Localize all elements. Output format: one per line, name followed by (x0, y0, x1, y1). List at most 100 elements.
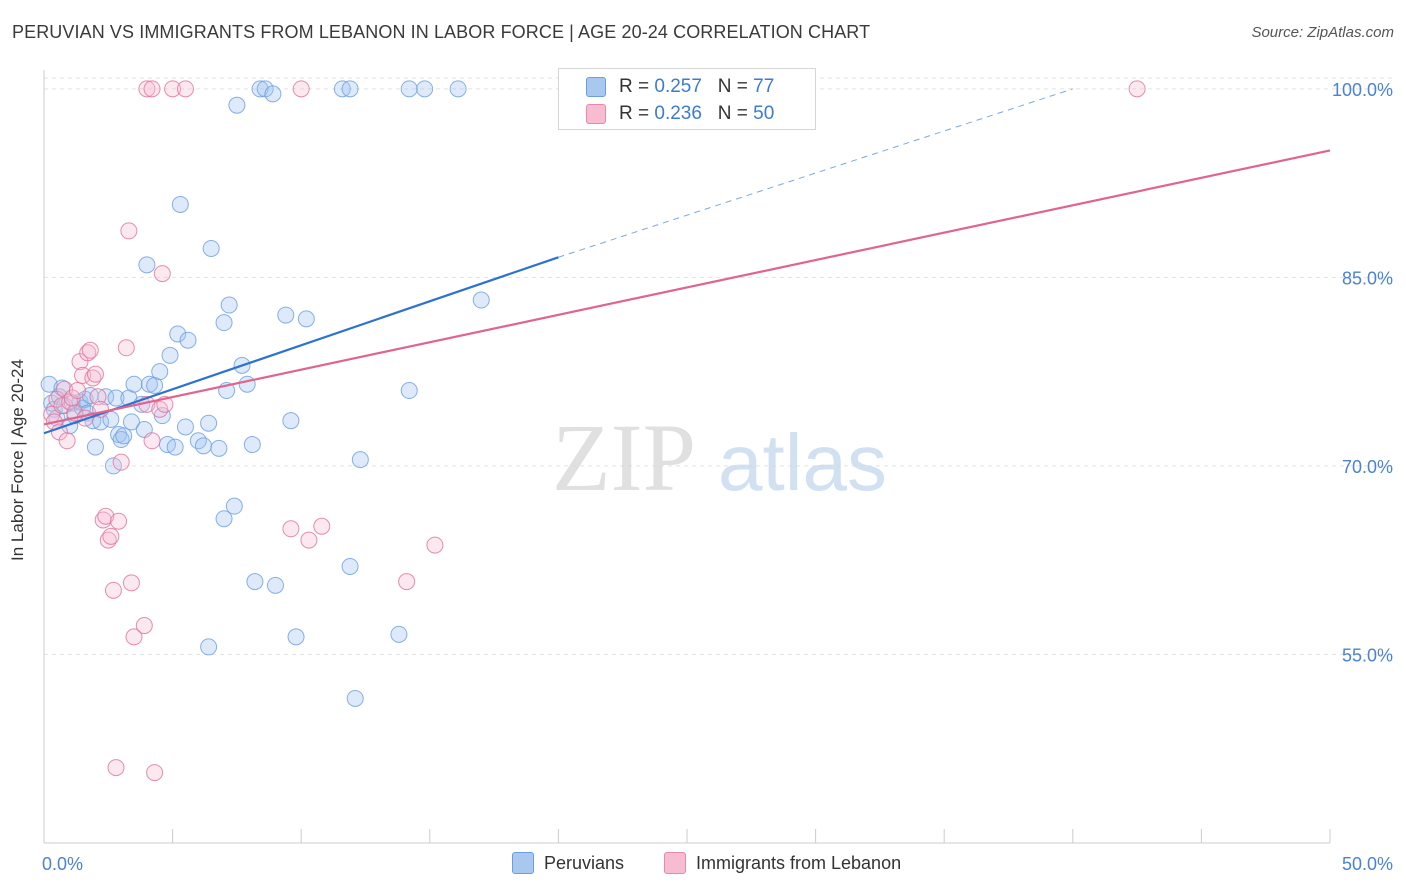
lebanon-point (112, 453, 130, 471)
peruvian-point (390, 625, 408, 643)
peruvian-point (104, 457, 122, 475)
y-tick-label: 85.0% (1342, 268, 1393, 288)
peruvian-point (122, 413, 140, 431)
peruvian-point (179, 331, 197, 349)
lebanon-trend-line (43, 149, 1331, 426)
lebanon-point (146, 764, 164, 782)
peruvian-point (40, 375, 58, 393)
peruvian-point (138, 256, 156, 274)
x-tick-label: 50.0% (1342, 854, 1393, 874)
peruvian-point (287, 628, 305, 646)
peruvian-point (215, 314, 233, 332)
x-tick-label: 0.0% (42, 854, 83, 874)
peruvian-point (341, 557, 359, 575)
n-value: 77 (753, 76, 775, 97)
legend-item-lebanon: Immigrants from Lebanon (664, 852, 901, 874)
lebanon-point (117, 339, 135, 357)
peruvian-point (189, 432, 207, 450)
peruvian-point (228, 96, 246, 114)
lebanon-point (398, 573, 416, 591)
peruvian-point (346, 689, 364, 707)
peruvian-point (341, 80, 359, 98)
source-label: Source: ZipAtlas.com (1251, 24, 1394, 41)
peruvian-point (210, 439, 228, 457)
y-tick-labels: 55.0% 70.0% 85.0% 100.0% (1332, 80, 1393, 666)
lebanon-swatch (586, 104, 606, 124)
peruvian-point (400, 80, 418, 98)
lebanon-point (153, 265, 171, 283)
peruvian-point (215, 510, 233, 528)
lebanon-point (292, 80, 310, 98)
legend-item-peruvians: Peruvians (512, 852, 624, 874)
lebanon-point (107, 759, 125, 777)
peruvian-point (86, 438, 104, 456)
lebanon-point (58, 432, 76, 450)
peruvian-point (351, 451, 369, 469)
peruvian-point (449, 80, 467, 98)
peruvian-point (161, 346, 179, 364)
peruvian-point (115, 427, 133, 445)
lebanon-point (143, 80, 161, 98)
peruvian-point (251, 80, 269, 98)
peruvian-point (151, 363, 169, 381)
lebanon-point (79, 344, 97, 362)
lebanon-point (74, 366, 92, 384)
chart-title: PERUVIAN VS IMMIGRANTS FROM LEBANON IN L… (12, 22, 871, 42)
lebanon-point (151, 400, 169, 418)
lebanon-point (138, 80, 156, 98)
lebanon-point (300, 531, 318, 549)
lebanon-point (102, 527, 120, 545)
lebanon-point (1128, 80, 1146, 98)
lebanon-point (89, 388, 107, 406)
data-points (40, 80, 1146, 782)
stats-text: R = 0.257 N = 77 (619, 76, 775, 97)
peruvian-point (171, 195, 189, 213)
lebanon-point (426, 536, 444, 554)
peruvian-point (169, 325, 187, 343)
peruvian-point (166, 438, 184, 456)
y-tick-label: 70.0% (1342, 457, 1393, 477)
stats-legend: R = 0.257 N = 77 R = 0.236 N = 50 (558, 68, 816, 130)
peruvian-point (246, 573, 264, 591)
lebanon-point (122, 574, 140, 592)
x-tick-labels: 0.0% 50.0% (42, 854, 1393, 874)
peruvian-point (200, 638, 218, 656)
peruvian-point (202, 239, 220, 257)
peruvian-point (243, 436, 261, 454)
peruvian-point (400, 382, 418, 400)
peruvian-point (264, 85, 282, 103)
peruvian-point (194, 437, 212, 455)
peruvian-point (238, 375, 256, 393)
peruvian-point (107, 389, 125, 407)
watermark-zip: ZIP (552, 404, 696, 511)
peruvians-legend-swatch (512, 852, 534, 874)
axes (43, 70, 1331, 844)
lebanon-point (176, 80, 194, 98)
lebanon-point (135, 617, 153, 635)
legend-label: Immigrants from Lebanon (696, 852, 902, 873)
trend-lines (43, 88, 1331, 435)
n-value: 50 (753, 103, 775, 124)
peruvian-point (225, 497, 243, 515)
stats-text: R = 0.236 N = 50 (619, 103, 775, 124)
lebanon-point (97, 507, 115, 525)
lebanon-point (104, 581, 122, 599)
peruvian-point (472, 291, 490, 309)
lebanon-point (120, 222, 138, 240)
y-tick-label: 55.0% (1342, 645, 1393, 665)
watermark-atlas: atlas (718, 418, 887, 507)
lebanon-point (110, 512, 128, 530)
lebanon-point (81, 341, 99, 359)
peruvian-point (200, 414, 218, 432)
peruvian-point (266, 576, 284, 594)
lebanon-point (282, 520, 300, 538)
peruvian-point (297, 310, 315, 328)
peruvian-point (220, 296, 238, 314)
bottom-legend: Peruvians Immigrants from Lebanon (0, 852, 1406, 876)
lebanon-point (68, 382, 86, 400)
peruvian-point (282, 412, 300, 430)
lebanon-point (86, 365, 104, 383)
peruvian-point (277, 306, 295, 324)
peruvians-swatch (586, 77, 606, 97)
